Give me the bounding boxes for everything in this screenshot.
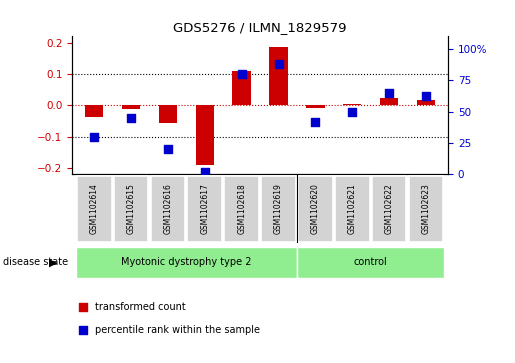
Text: ▶: ▶ <box>49 257 58 267</box>
Point <box>237 71 246 77</box>
FancyBboxPatch shape <box>225 176 259 242</box>
Text: Myotonic dystrophy type 2: Myotonic dystrophy type 2 <box>121 257 252 267</box>
Text: GSM1102619: GSM1102619 <box>274 183 283 234</box>
Bar <box>85 105 104 117</box>
FancyBboxPatch shape <box>76 247 297 278</box>
FancyBboxPatch shape <box>335 176 370 242</box>
Point <box>127 115 135 121</box>
Bar <box>232 72 251 105</box>
Point <box>201 169 209 175</box>
FancyBboxPatch shape <box>372 176 406 242</box>
Point <box>274 61 283 67</box>
Bar <box>122 105 140 109</box>
Bar <box>380 98 398 105</box>
Bar <box>343 104 362 105</box>
Point <box>358 148 367 154</box>
Text: control: control <box>354 257 387 267</box>
Bar <box>417 99 435 105</box>
FancyBboxPatch shape <box>298 176 333 242</box>
Text: GSM1102615: GSM1102615 <box>127 183 135 234</box>
Text: percentile rank within the sample: percentile rank within the sample <box>95 325 260 335</box>
Point <box>385 90 393 95</box>
Point <box>90 134 98 139</box>
Text: GSM1102617: GSM1102617 <box>200 183 209 234</box>
Bar <box>159 105 177 122</box>
Text: GSM1102614: GSM1102614 <box>90 183 99 234</box>
FancyBboxPatch shape <box>114 176 148 242</box>
Bar <box>306 105 324 108</box>
Text: GSM1102618: GSM1102618 <box>237 183 246 234</box>
FancyBboxPatch shape <box>187 176 222 242</box>
Bar <box>269 47 288 105</box>
FancyBboxPatch shape <box>261 176 296 242</box>
Text: disease state: disease state <box>3 257 67 267</box>
Text: GSM1102621: GSM1102621 <box>348 183 357 234</box>
Point <box>311 119 319 125</box>
Text: GSM1102622: GSM1102622 <box>385 183 393 234</box>
Text: transformed count: transformed count <box>95 302 185 312</box>
Point <box>348 109 356 114</box>
FancyBboxPatch shape <box>77 176 112 242</box>
FancyBboxPatch shape <box>150 176 185 242</box>
Point <box>164 146 172 152</box>
Text: GSM1102616: GSM1102616 <box>163 183 173 234</box>
Point <box>422 94 430 99</box>
Text: GSM1102620: GSM1102620 <box>311 183 320 234</box>
FancyBboxPatch shape <box>297 247 444 278</box>
Title: GDS5276 / ILMN_1829579: GDS5276 / ILMN_1829579 <box>174 21 347 34</box>
FancyBboxPatch shape <box>408 176 443 242</box>
Bar <box>196 105 214 165</box>
Text: GSM1102623: GSM1102623 <box>421 183 431 234</box>
